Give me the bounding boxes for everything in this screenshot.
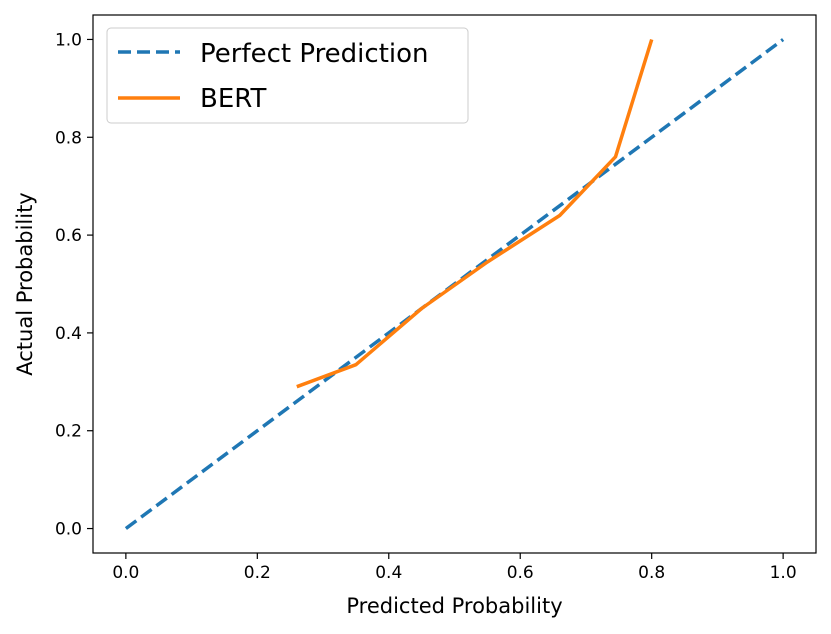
series-layer: [124, 38, 785, 530]
legend-label-bert: BERT: [200, 84, 266, 114]
x-axis-label: Predicted Probability: [346, 594, 562, 618]
x-axis: 0.0 0.2 0.4 0.6 0.8 1.0: [112, 553, 797, 583]
y-axis: 0.0 0.2 0.4 0.6 0.8 1.0: [55, 30, 93, 540]
y-tick-label: 0.0: [55, 520, 82, 540]
plot-area-frame: [92, 14, 817, 554]
x-tick-label: 0.4: [375, 563, 402, 583]
y-axis-label: Actual Probability: [13, 192, 37, 375]
x-tick-label: 0.2: [244, 563, 271, 583]
y-tick-label: 0.4: [55, 324, 82, 344]
y-tick-label: 1.0: [55, 30, 82, 50]
series-line-bert: [296, 38, 654, 389]
legend-box: [106, 27, 469, 124]
x-tick-label: 0.6: [507, 563, 534, 583]
y-tick-label: 0.2: [55, 422, 82, 442]
x-tick-label: 1.0: [770, 563, 797, 583]
y-tick-label: 0.8: [55, 128, 82, 148]
x-tick-label: 0.8: [638, 563, 665, 583]
y-tick-label: 0.6: [55, 226, 82, 246]
legend: Perfect Prediction BERT: [106, 27, 469, 124]
x-tick-label: 0.0: [112, 563, 139, 583]
legend-label-perfect-prediction: Perfect Prediction: [200, 39, 429, 69]
